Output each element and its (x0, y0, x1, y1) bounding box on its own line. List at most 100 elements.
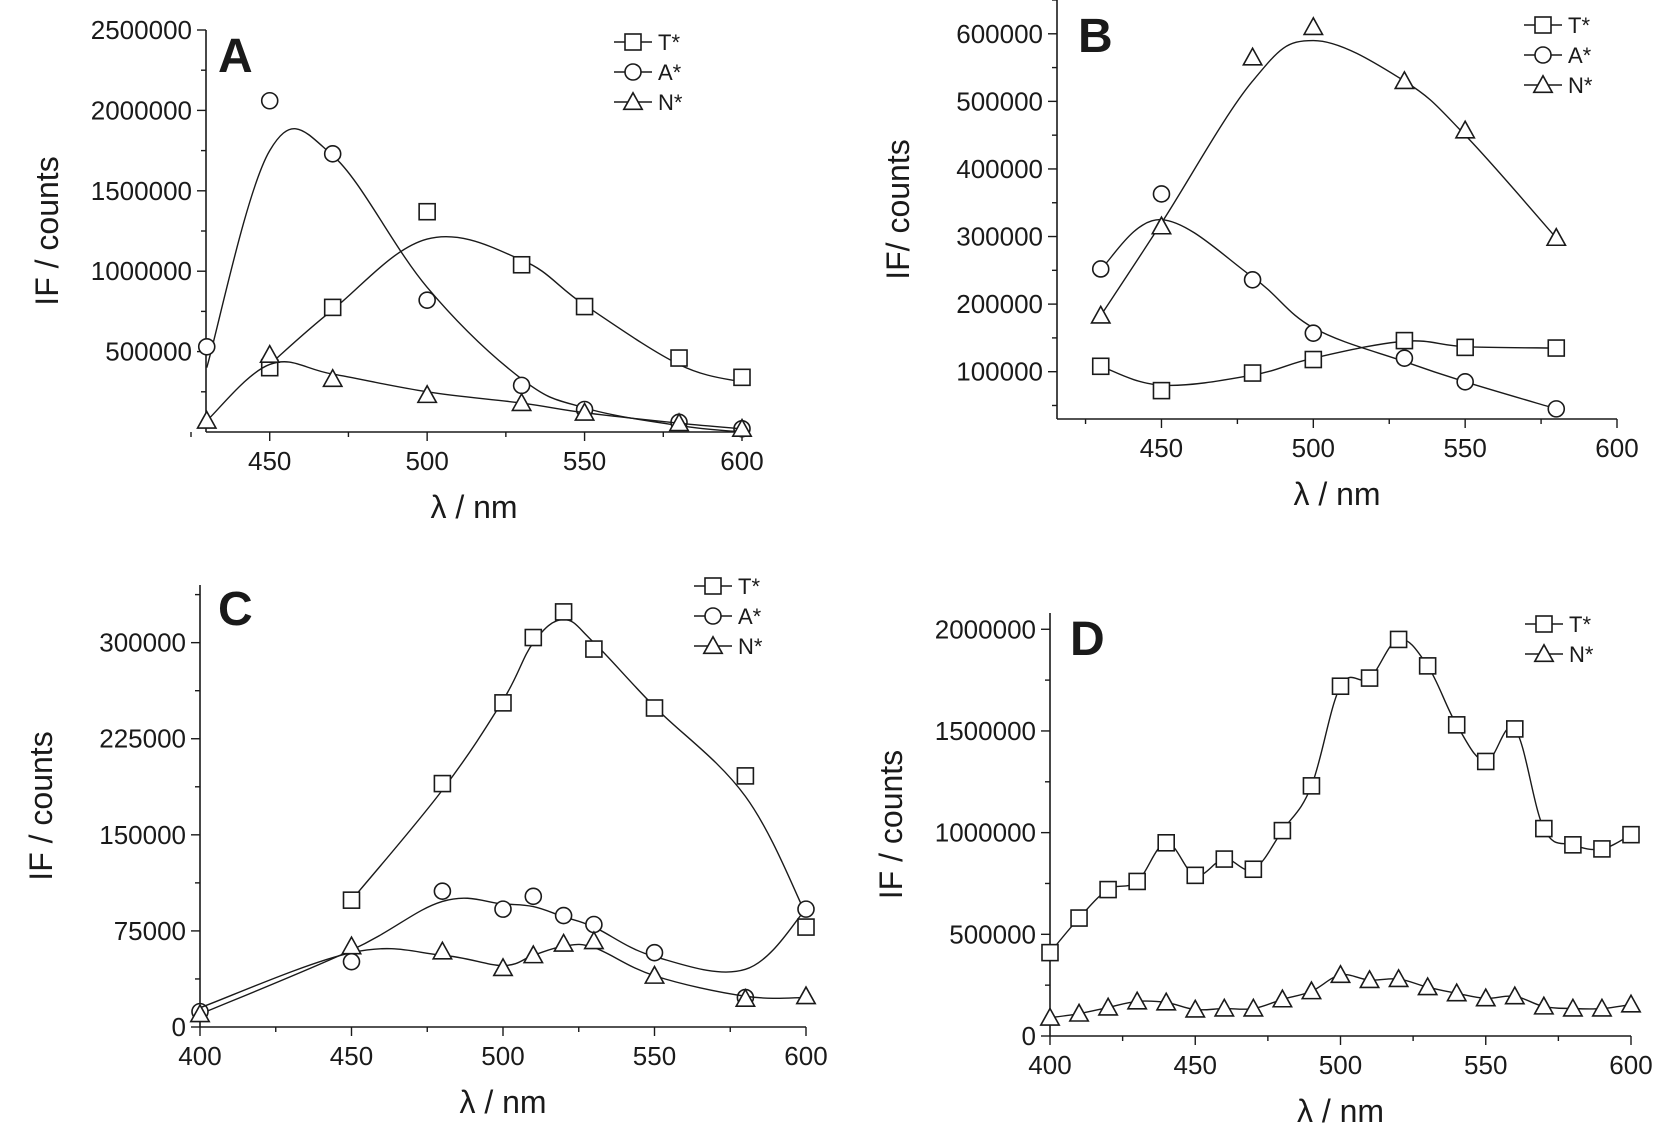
data-point (342, 891, 361, 909)
x-tick-label: 450 (1140, 433, 1183, 463)
data-point (1418, 657, 1437, 675)
legend-entry: T* (1525, 612, 1591, 637)
data-point (1329, 964, 1352, 984)
data-point (494, 900, 512, 918)
data-point (1454, 119, 1476, 139)
y-tick-label: 1500000 (91, 176, 192, 206)
data-point (418, 291, 436, 309)
data-point (1041, 943, 1059, 962)
data-point (1593, 840, 1611, 858)
data-point (1331, 677, 1350, 696)
data-point (1157, 834, 1175, 852)
data-point (1242, 46, 1264, 66)
y-tick-label: 1000000 (935, 818, 1036, 848)
data-point (1504, 985, 1526, 1005)
y-tick-label: 225000 (99, 724, 186, 754)
x-axis-title: λ / nm (1293, 476, 1380, 512)
legend-label: N* (1568, 73, 1593, 98)
y-axis-title: IF/ counts (880, 139, 916, 280)
data-point (189, 1003, 211, 1023)
data-point (1091, 260, 1110, 278)
data-point (795, 985, 817, 1005)
data-point (734, 987, 756, 1007)
data-point (797, 900, 815, 918)
data-point (1090, 304, 1112, 324)
series-n (1039, 964, 1642, 1026)
y-tick-label: 2500000 (91, 15, 192, 45)
data-point (197, 337, 216, 356)
data-point (1304, 324, 1323, 342)
data-point (524, 628, 543, 647)
data-point (1358, 969, 1381, 989)
legend-marker (1535, 615, 1553, 633)
data-point (1395, 331, 1414, 350)
data-point (1039, 1006, 1061, 1026)
x-tick-label: 500 (1292, 433, 1335, 463)
data-point (522, 944, 544, 964)
data-point (1271, 988, 1293, 1008)
x-tick-label: 550 (1443, 433, 1486, 463)
data-point (553, 932, 575, 952)
data-point (643, 964, 666, 984)
x-tick-label: 500 (1319, 1050, 1362, 1080)
x-tick-label: 500 (405, 446, 448, 476)
data-point (1244, 860, 1263, 879)
y-tick-label: 500000 (105, 337, 192, 367)
legend-label: T* (1568, 13, 1590, 38)
legend-entry: N* (1525, 642, 1594, 667)
legend-marker (1533, 643, 1555, 663)
data-point (1456, 373, 1474, 391)
data-point (554, 906, 573, 925)
series-n (196, 343, 753, 437)
data-point (433, 882, 452, 900)
data-point (585, 915, 603, 934)
panel-label: B (1078, 10, 1113, 63)
x-tick-label: 450 (330, 1041, 373, 1071)
data-point (1547, 400, 1566, 418)
legend-entry: A* (1524, 43, 1592, 68)
y-tick-label: 150000 (99, 820, 186, 850)
data-point (1395, 349, 1414, 367)
x-tick-label: 550 (563, 446, 606, 476)
data-point (554, 603, 573, 621)
data-point (524, 887, 543, 906)
x-tick-label: 400 (1028, 1050, 1071, 1080)
data-point (1215, 850, 1234, 868)
panel-label: A (218, 30, 253, 83)
data-point (1547, 339, 1566, 357)
legend-entry: T* (1524, 13, 1590, 38)
y-tick-label: 300000 (956, 222, 1043, 252)
legend-marker (702, 635, 724, 655)
legend-marker (1534, 46, 1552, 64)
series-a (197, 91, 751, 438)
legend-marker (704, 577, 722, 595)
data-point (323, 145, 342, 163)
data-point (1506, 720, 1524, 738)
x-tick-label: 550 (1464, 1050, 1507, 1080)
data-point (416, 384, 438, 404)
data-point (511, 392, 533, 412)
data-point (1446, 982, 1468, 1002)
data-point (736, 767, 755, 785)
data-point (433, 774, 452, 793)
x-tick-label: 500 (481, 1041, 524, 1071)
data-point (733, 368, 751, 387)
y-tick-label: 300000 (99, 628, 186, 658)
x-tick-label: 600 (1595, 433, 1638, 463)
y-axis-title: IF / counts (23, 731, 59, 880)
x-tick-label: 600 (1609, 1050, 1652, 1080)
legend-label: N* (658, 90, 683, 115)
data-point (340, 935, 363, 955)
data-point (1186, 866, 1205, 885)
series-t (1091, 331, 1566, 400)
panel-label: C (218, 583, 253, 636)
series-n (189, 930, 817, 1023)
data-point (492, 957, 514, 977)
data-point (1243, 364, 1262, 382)
x-axis-title: λ / nm (430, 489, 517, 525)
x-tick-label: 600 (784, 1041, 827, 1071)
legend-entry: N* (1524, 73, 1593, 98)
x-tick-label: 400 (178, 1041, 221, 1071)
data-point (1302, 16, 1324, 36)
legend-label: N* (1569, 642, 1594, 667)
